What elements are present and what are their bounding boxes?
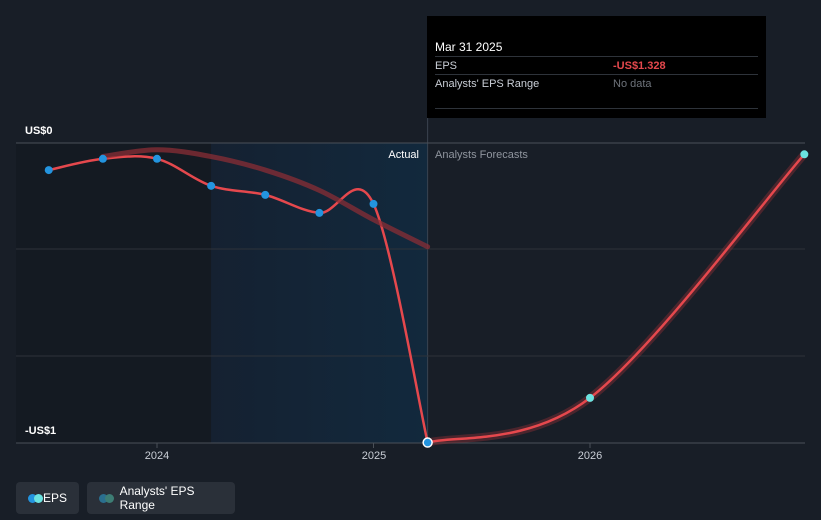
eps-highlight-point	[422, 437, 433, 448]
tooltip-range-label: Analysts' EPS Range	[435, 78, 540, 90]
eps-forecast-point-2	[800, 150, 809, 159]
legend-range-button[interactable]: Analysts' EPS Range	[87, 482, 235, 514]
eps-forecast-point-1	[586, 393, 594, 402]
tooltip-eps-label: EPS	[435, 60, 458, 72]
eps-forecast-line	[427, 153, 806, 444]
tooltip-date: Mar 31 2025	[435, 40, 503, 54]
past-region-shade	[16, 143, 212, 443]
eps-actual-point-6	[315, 208, 324, 217]
tooltip-row-range: Analysts' EPS Range No data	[435, 74, 758, 93]
legend-eps-icon	[28, 493, 43, 503]
chart-points	[44, 150, 809, 448]
eps-actual-point-7	[369, 199, 378, 208]
chart-shading	[16, 118, 429, 443]
actual-region-label: Actual	[388, 149, 419, 161]
forecast-region-label: Analysts Forecasts	[435, 149, 528, 161]
tooltip-divider	[435, 108, 758, 110]
forecast-range-glow	[426, 151, 808, 447]
y-tick-label-top: US$0	[25, 125, 53, 137]
x-tick-label-2025: 2025	[362, 450, 386, 462]
legend-eps-button[interactable]: EPS	[16, 482, 79, 514]
chart-legend: EPS Analysts' EPS Range	[16, 482, 235, 514]
eps-actual-point-4	[207, 181, 216, 190]
eps-chart: US$0 -US$1 2024 2025 2026 Actual Analyst…	[16, 118, 809, 462]
tooltip-eps-value: -US$1.328	[613, 60, 666, 72]
hover-tooltip: Mar 31 2025 EPS -US$1.328 Analysts' EPS …	[427, 16, 766, 118]
eps-actual-point-5	[261, 190, 270, 199]
x-tick-label-2026: 2026	[578, 450, 602, 462]
tooltip-row-eps: EPS -US$1.328	[435, 56, 758, 75]
legend-range-label: Analysts' EPS Range	[119, 484, 195, 512]
x-tick-label-2024: 2024	[145, 450, 169, 462]
chart-labels: US$0 -US$1 2024 2025 2026 Actual Analyst…	[25, 125, 602, 462]
legend-eps-label: EPS	[42, 491, 67, 505]
legend-range-icon	[99, 493, 114, 503]
tooltip-range-value: No data	[613, 78, 652, 90]
y-tick-label-bottom: -US$1	[25, 425, 56, 437]
eps-actual-point-3	[153, 154, 161, 163]
range-band-line	[100, 147, 431, 250]
eps-actual-point-1	[44, 166, 53, 175]
eps-actual-point-2	[98, 154, 107, 163]
